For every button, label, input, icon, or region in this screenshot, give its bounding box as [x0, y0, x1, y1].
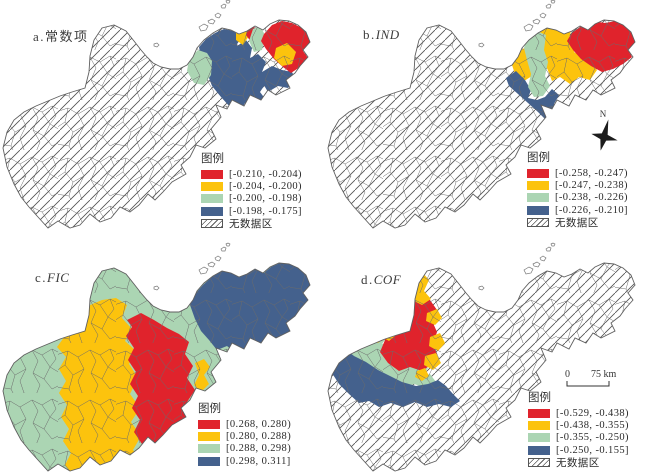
legend-label: 无数据区 [556, 458, 600, 470]
legend-row: [-0.226, -0.210] [527, 204, 628, 216]
panel-b-title-name: IND [375, 27, 400, 42]
panel-b: N b.IND 图例 [-0.258, -0.247) [-0.247, -0.… [325, 0, 650, 238]
legend-label: [-0.204, -0.200) [229, 181, 302, 193]
legend-label: [-0.247, -0.238) [555, 180, 628, 192]
legend-label: [-0.258, -0.247) [555, 167, 628, 179]
legend-label: [0.280, 0.288) [226, 431, 292, 443]
legend-row: [-0.247, -0.238) [527, 179, 628, 191]
panel-a-legend: 图例 [-0.210, -0.204) [-0.204, -0.200) [-0… [201, 153, 302, 230]
legend-swatch-yellow [201, 182, 223, 192]
scale-bar-zero-label: 0 [565, 369, 570, 380]
compass-n-label: N [600, 109, 607, 119]
legend-label: [-0.210, -0.204) [229, 168, 302, 180]
legend-label: [-0.198, -0.175] [229, 205, 302, 217]
panel-b-title-prefix: b. [363, 27, 376, 42]
legend-swatch-nodata [527, 218, 549, 228]
legend-swatch-green [527, 193, 549, 203]
legend-row: [-0.210, -0.204) [201, 168, 302, 180]
panel-d: 0 75 km d.COF 图例 [-0.529, -0.438) [-0.43… [325, 238, 650, 476]
legend-row: 无数据区 [201, 218, 302, 230]
panel-b-legend: 图例 [-0.258, -0.247) [-0.247, -0.238) [-0… [527, 152, 628, 229]
legend-label: [0.268, 0.280) [226, 418, 292, 430]
legend-swatch-yellow [527, 181, 549, 191]
panel-a: a.常数项 图例 [-0.210, -0.204) [-0.204, -0.20… [0, 0, 325, 238]
legend-swatch-red [201, 169, 223, 179]
legend-title: 图例 [528, 392, 551, 404]
panel-b-title: b.IND [363, 27, 400, 43]
legend-row: 无数据区 [528, 457, 629, 469]
legend-swatch-red [528, 408, 550, 418]
legend-swatch-green [528, 433, 550, 443]
legend-title: 图例 [527, 152, 550, 164]
legend-swatch-blue [201, 206, 223, 216]
panel-a-title-prefix: a. [33, 29, 46, 44]
legend-swatch-yellow [198, 432, 220, 442]
legend-label: 无数据区 [229, 219, 273, 231]
panel-c-title-name: FIC [47, 270, 70, 285]
legend-label: [-0.200, -0.198) [229, 193, 302, 205]
legend-swatch-red [527, 168, 549, 178]
legend-label: [-0.355, -0.250) [556, 432, 629, 444]
legend-row: [-0.438, -0.355) [528, 419, 629, 431]
panel-a-title: a.常数项 [33, 26, 89, 45]
legend-row: [-0.200, -0.198) [201, 193, 302, 205]
legend-title: 图例 [201, 153, 224, 165]
legend-swatch-red [198, 419, 220, 429]
legend-label: 无数据区 [555, 218, 599, 230]
legend-swatch-green [201, 194, 223, 204]
legend-title: 图例 [198, 403, 221, 415]
legend-row: [-0.204, -0.200) [201, 180, 302, 192]
map-a [2, 0, 311, 229]
legend-label: [0.288, 0.298) [226, 443, 292, 455]
legend-label: [-0.238, -0.226) [555, 192, 628, 204]
legend-label: [-0.226, -0.210] [555, 204, 628, 216]
legend-swatch-nodata [201, 219, 223, 229]
legend-row: [0.298, 0.311] [198, 455, 291, 467]
legend-row: [0.288, 0.298) [198, 443, 291, 455]
legend-swatch-blue [528, 445, 550, 455]
map-c [2, 242, 311, 472]
map-b: N [327, 0, 636, 229]
legend-swatch-green [198, 444, 220, 454]
legend-row: [-0.529, -0.438) [528, 407, 629, 419]
compass: N [591, 109, 618, 151]
panel-d-title-prefix: d. [361, 272, 374, 287]
scale-bar: 0 75 km [565, 369, 617, 387]
legend-row: [-0.238, -0.226) [527, 192, 628, 204]
panel-d-legend: 图例 [-0.529, -0.438) [-0.438, -0.355) [-0… [528, 392, 629, 469]
panel-d-title-name: COF [373, 272, 402, 287]
legend-row: [-0.198, -0.175] [201, 205, 302, 217]
legend-row: 无数据区 [527, 217, 628, 229]
legend-label: [-0.529, -0.438) [556, 407, 629, 419]
legend-label: [-0.250, -0.155] [556, 444, 629, 456]
legend-swatch-blue [198, 456, 220, 466]
scale-bar-line [566, 381, 610, 387]
legend-row: [0.268, 0.280) [198, 418, 291, 430]
map-d: 0 75 km [327, 242, 636, 472]
legend-row: [0.280, 0.288) [198, 430, 291, 442]
legend-row: [-0.355, -0.250) [528, 432, 629, 444]
legend-swatch-blue [527, 205, 549, 215]
legend-swatch-nodata [528, 458, 550, 468]
panel-c-legend: 图例 [0.268, 0.280) [0.280, 0.288) [0.288,… [198, 403, 291, 468]
panel-c: c.FIC 图例 [0.268, 0.280) [0.280, 0.288) [… [0, 238, 325, 476]
legend-label: [0.298, 0.311] [226, 455, 291, 467]
legend-row: [-0.250, -0.155] [528, 444, 629, 456]
panel-d-title: d.COF [361, 272, 401, 288]
panel-c-title: c.FIC [35, 270, 69, 286]
compass-star-icon [591, 119, 618, 151]
legend-label: [-0.438, -0.355) [556, 420, 629, 432]
legend-row: [-0.258, -0.247) [527, 167, 628, 179]
panel-c-title-prefix: c. [35, 270, 48, 285]
legend-swatch-yellow [528, 421, 550, 431]
scale-bar-distance-label: 75 km [591, 369, 617, 380]
panel-a-title-name: 常数项 [45, 29, 89, 44]
